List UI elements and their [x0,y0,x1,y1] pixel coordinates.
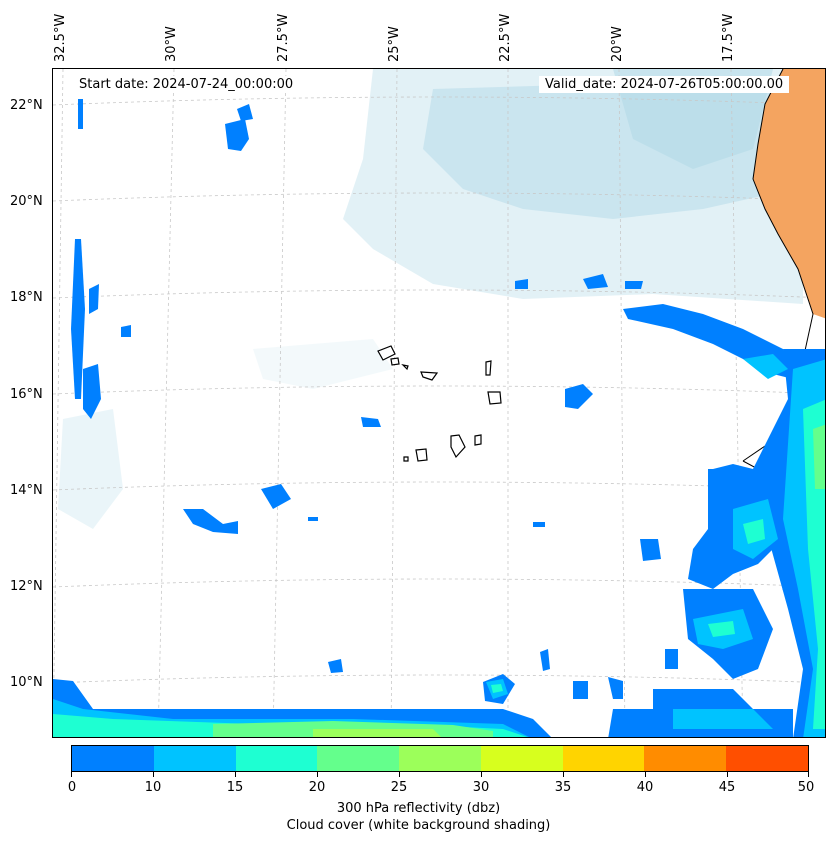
colorbar-bin-40-45 [726,746,809,771]
lon-label-30w: 30°W [164,26,179,62]
colorbar-tick-label: 20 [308,780,326,795]
lat-label-12n: 12°N [10,579,43,594]
colorbar-tick-label: 40 [636,780,654,795]
lat-label-20n: 20°N [10,194,43,209]
colorbar-tick-label: 15 [226,780,244,795]
colorbar-title: 300 hPa reflectivity (dbz) [336,801,501,816]
lat-label-10n: 10°N [10,675,43,690]
colorbar-bin-0-5 [72,746,154,771]
lat-label-14n: 14°N [10,483,43,498]
lat-label-18n: 18°N [10,290,43,305]
colorbar-tick [153,772,154,777]
lon-label-32-5w: 32.5°W [53,13,68,62]
colorbar-tick-label: 30 [472,780,490,795]
colorbar-tick-label: 35 [554,780,572,795]
colorbar-bin-10-15 [235,746,318,771]
colorbar-bin-35-40 [644,746,727,771]
colorbar-tick [808,772,809,777]
colorbar-bin-30-35 [562,746,645,771]
colorbar-tick [399,772,400,777]
map-panel [52,68,826,738]
colorbar-tick-label: 45 [718,780,736,795]
colorbar-tick [727,772,728,777]
colorbar-tick [563,772,564,777]
lon-label-22-5w: 22.5°W [498,13,513,62]
lon-label-25w: 25°W [387,26,402,62]
valid-date-label: Valid_date: 2024-07-26T05:00:00.00 [539,76,790,93]
colorbar-subtitle: Cloud cover (white background shading) [286,818,551,833]
lon-label-20w: 20°W [610,26,625,62]
cloud-cover-layer [58,69,803,529]
colorbar-tick [317,772,318,777]
colorbar-tick [235,772,236,777]
colorbar-tick-label: 10 [144,780,162,795]
colorbar-tick [645,772,646,777]
colorbar-tick-label: 50 [797,780,815,795]
lon-label-17-5w: 17.5°W [721,13,736,62]
colorbar-tick-label: 0 [67,780,77,795]
reflectivity-layer [53,99,825,737]
cape-verde-islands [377,345,502,462]
colorbar-bin-15-20 [317,746,400,771]
colorbar-tick [71,772,72,777]
colorbar-tick-label: 25 [390,780,408,795]
lon-label-27-5w: 27.5°W [276,13,291,62]
reflectivity-colorbar [71,745,809,772]
colorbar-tick [481,772,482,777]
land-africa [753,69,825,319]
colorbar-bin-5-10 [153,746,236,771]
colorbar-bin-25-30 [480,746,563,771]
lat-label-22n: 22°N [10,98,43,113]
colorbar-bin-20-25 [399,746,481,771]
start-date-label: Start date: 2024-07-24_00:00:00 [73,76,300,93]
map-canvas [53,69,825,737]
lat-label-16n: 16°N [10,387,43,402]
